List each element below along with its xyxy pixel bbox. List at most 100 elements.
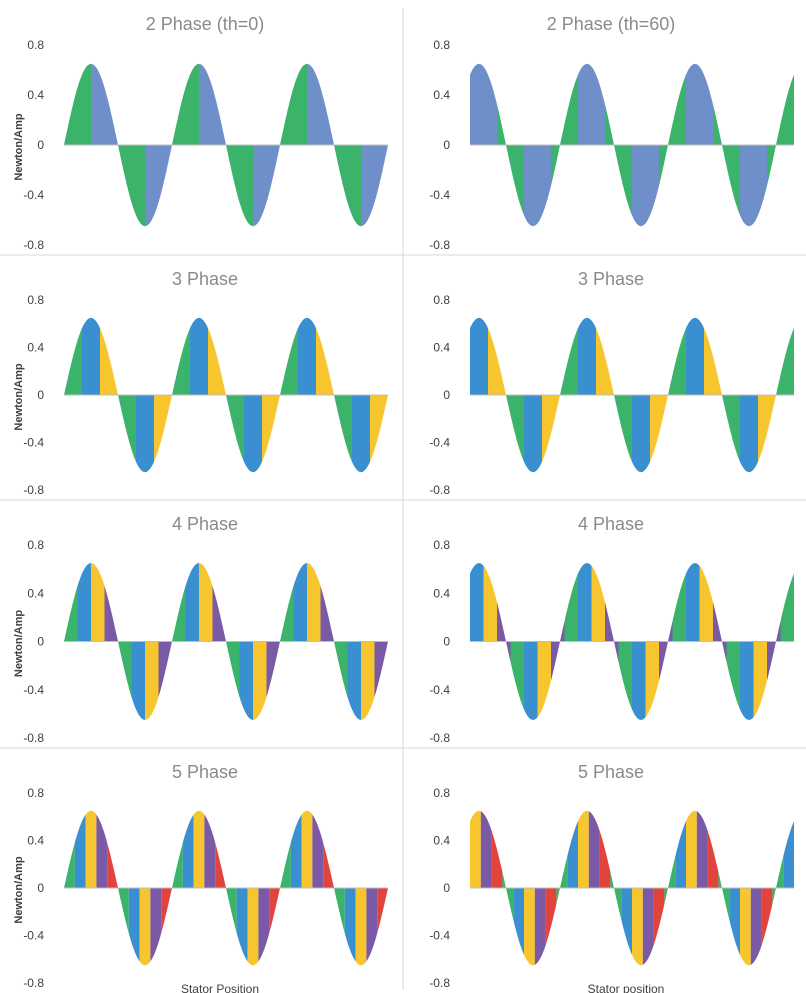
area-segment — [642, 888, 654, 965]
y-tick-label: -0.8 — [429, 483, 450, 497]
chart-title: 5 Phase — [578, 762, 644, 782]
area-segment — [366, 888, 378, 962]
area-segment — [91, 563, 105, 642]
area-segment — [551, 74, 578, 186]
chart-panel: 4 Phase 0.8 0.4 0 -0.4 -0.8 Newton/Amp — [13, 514, 388, 745]
area-segment — [199, 563, 213, 642]
area-segment — [320, 586, 334, 642]
area-segment — [64, 328, 82, 395]
area-segment — [334, 145, 361, 227]
y-tick-label: 0 — [443, 881, 450, 895]
area-segment — [605, 104, 632, 216]
area-segment — [215, 842, 226, 888]
area-segment — [172, 586, 186, 642]
area-segment — [599, 830, 611, 888]
y-tick-label: 0.4 — [27, 341, 44, 355]
y-tick-label: 0.4 — [27, 586, 44, 600]
area-segment — [172, 842, 183, 888]
area-segment — [470, 563, 484, 642]
y-tick-label: 0 — [443, 388, 450, 402]
area-segment — [374, 641, 388, 697]
area-segment — [524, 888, 535, 966]
area-segment — [100, 328, 118, 395]
area-segment — [280, 842, 291, 888]
chart-panel: 5 Phase 0.8 0.4 0 -0.4 -0.8 Newton/Amp Stator P… — [13, 762, 388, 993]
area-segment — [150, 888, 162, 962]
y-tick-label: 0.4 — [433, 834, 450, 848]
area-segment — [370, 395, 388, 462]
chart-panel: 3 Phase 0.8 0.4 0 -0.4 -0.8 — [429, 269, 794, 497]
x-axis-label: Stator Position — [181, 982, 259, 993]
area-segment — [740, 888, 751, 966]
area-segment — [204, 814, 216, 888]
y-axis-label: Newton/Amp — [13, 856, 25, 924]
area-segment — [118, 395, 136, 462]
area-segment — [686, 317, 704, 395]
area-segment — [139, 888, 151, 966]
area-segment — [761, 888, 773, 946]
area-segment — [610, 871, 622, 920]
y-tick-label: 0.8 — [433, 293, 450, 307]
area-segment — [91, 63, 118, 145]
area-segment — [145, 145, 172, 227]
chart-title: 4 Phase — [578, 514, 644, 534]
area-segment — [355, 888, 367, 966]
y-tick-label: 0 — [37, 635, 44, 649]
area-segment — [707, 830, 719, 888]
chart-title: 2 Phase (th=60) — [547, 14, 676, 34]
area-segment — [524, 145, 551, 227]
y-axis-label: Newton/Amp — [13, 610, 25, 678]
area-segment — [118, 641, 132, 697]
area-segment — [537, 641, 551, 718]
area-segment — [161, 888, 172, 934]
area-segment — [578, 317, 596, 395]
area-segment — [185, 563, 199, 642]
y-tick-label: 0 — [37, 881, 44, 895]
area-segment — [334, 395, 352, 462]
area-segment — [199, 63, 226, 145]
area-segment — [556, 856, 568, 905]
area-segment — [280, 328, 298, 395]
area-segment — [534, 888, 546, 965]
area-segment — [280, 63, 307, 145]
area-segment — [767, 621, 781, 681]
y-tick-label: 0.8 — [27, 293, 44, 307]
area-segment — [696, 811, 708, 888]
y-tick-label: 0.4 — [433, 341, 450, 355]
area-segment — [74, 814, 86, 888]
area-segment — [502, 871, 514, 920]
area-segment — [718, 871, 730, 920]
y-tick-label: 0.4 — [27, 834, 44, 848]
y-tick-label: 0.8 — [433, 38, 450, 52]
area-segment — [767, 74, 794, 186]
area-segment — [524, 641, 538, 720]
area-segment — [740, 641, 754, 720]
y-tick-label: 0 — [443, 138, 450, 152]
area-segment — [312, 814, 324, 888]
area-segment — [596, 328, 614, 395]
area-segment — [664, 856, 676, 905]
y-tick-label: -0.4 — [429, 929, 450, 943]
area-segment — [344, 888, 356, 962]
area-segment — [258, 888, 270, 962]
area-segment — [659, 74, 686, 186]
y-axis-label: Newton/Amp — [13, 363, 25, 431]
area-segment — [632, 641, 646, 720]
area-segment — [293, 563, 307, 642]
chart-title: 3 Phase — [578, 269, 644, 289]
area-segment — [491, 830, 503, 888]
area-segment — [262, 395, 280, 462]
area-segment — [104, 586, 118, 642]
area-segment — [307, 63, 334, 145]
y-tick-label: 0.8 — [433, 538, 450, 552]
area-segment — [239, 641, 253, 720]
area-segment — [675, 821, 686, 888]
area-segment — [226, 395, 244, 462]
area-segment — [506, 395, 524, 462]
area-segment — [588, 811, 600, 888]
y-tick-label: -0.4 — [23, 188, 44, 202]
area-segment — [483, 565, 497, 642]
area-segment — [298, 317, 316, 395]
area-segment — [301, 810, 313, 888]
area-segment — [722, 395, 740, 462]
